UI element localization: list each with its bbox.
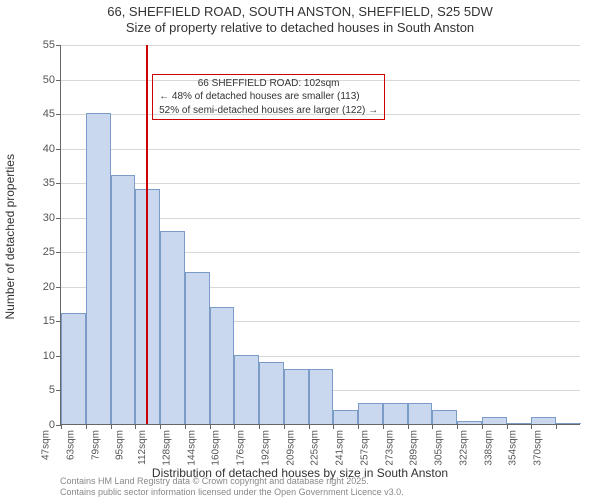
- x-tick-label: 289sqm: [409, 430, 420, 466]
- histogram-bar: [160, 231, 185, 424]
- x-tick-label: 305sqm: [434, 430, 445, 466]
- x-tick-mark: [383, 424, 384, 429]
- x-tick-label: 128sqm: [162, 430, 173, 466]
- y-tick-mark: [56, 252, 61, 253]
- x-tick-label: 273sqm: [384, 430, 395, 466]
- x-tick-label: 370sqm: [533, 430, 544, 466]
- x-tick-mark: [284, 424, 285, 429]
- y-tick-label: 45: [43, 108, 55, 120]
- histogram-bar: [210, 307, 235, 424]
- gridline: [61, 183, 580, 184]
- y-tick-mark: [56, 287, 61, 288]
- histogram-bar: [358, 403, 383, 424]
- histogram-bar: [457, 421, 482, 424]
- title-line-2: Size of property relative to detached ho…: [0, 20, 600, 36]
- y-tick-mark: [56, 114, 61, 115]
- x-tick-mark: [333, 424, 334, 429]
- x-tick-label: 241sqm: [335, 430, 346, 466]
- histogram-bar: [432, 410, 457, 424]
- histogram-bar: [86, 113, 111, 424]
- x-tick-mark: [61, 424, 62, 429]
- y-axis-title: Number of detached properties: [3, 85, 17, 250]
- x-tick-label: 192sqm: [261, 430, 272, 466]
- annotation-line-2: ← 48% of detached houses are smaller (11…: [159, 90, 378, 104]
- y-tick-label: 5: [49, 384, 55, 396]
- histogram-bar: [482, 417, 507, 424]
- y-tick-mark: [56, 80, 61, 81]
- y-tick-label: 10: [43, 350, 55, 362]
- x-tick-label: 112sqm: [137, 430, 148, 465]
- x-tick-mark: [185, 424, 186, 429]
- histogram-bar: [259, 362, 284, 424]
- x-tick-mark: [482, 424, 483, 429]
- title-block: 66, SHEFFIELD ROAD, SOUTH ANSTON, SHEFFI…: [0, 0, 600, 37]
- histogram-bar: [556, 423, 581, 424]
- x-tick-label: 225sqm: [310, 430, 321, 466]
- y-tick-label: 20: [43, 281, 55, 293]
- x-tick-label: 95sqm: [115, 430, 126, 460]
- x-tick-mark: [556, 424, 557, 429]
- x-tick-label: 160sqm: [211, 430, 222, 466]
- histogram-bar: [111, 175, 136, 424]
- footer-line-2: Contains public sector information licen…: [60, 487, 404, 498]
- histogram-bar: [383, 403, 408, 424]
- x-tick-label: 209sqm: [285, 430, 296, 466]
- histogram-bar: [61, 313, 86, 424]
- histogram-bar: [234, 355, 259, 424]
- x-tick-mark: [408, 424, 409, 429]
- histogram-bar: [333, 410, 358, 424]
- y-tick-label: 50: [43, 74, 55, 86]
- x-tick-mark: [111, 424, 112, 429]
- y-tick-mark: [56, 218, 61, 219]
- histogram-bar: [408, 403, 433, 424]
- x-tick-label: 144sqm: [186, 430, 197, 466]
- x-tick-mark: [432, 424, 433, 429]
- x-tick-mark: [531, 424, 532, 429]
- histogram-bar: [284, 369, 309, 424]
- plot-area: 051015202530354045505547sqm63sqm79sqm95s…: [60, 45, 580, 425]
- y-tick-label: 35: [43, 177, 55, 189]
- x-tick-mark: [234, 424, 235, 429]
- title-line-1: 66, SHEFFIELD ROAD, SOUTH ANSTON, SHEFFI…: [0, 4, 600, 20]
- x-tick-label: 322sqm: [459, 430, 470, 466]
- x-tick-mark: [259, 424, 260, 429]
- histogram-bar: [309, 369, 334, 424]
- y-tick-label: 40: [43, 143, 55, 155]
- x-tick-mark: [507, 424, 508, 429]
- marker-line: [146, 45, 148, 424]
- chart-container: 66, SHEFFIELD ROAD, SOUTH ANSTON, SHEFFI…: [0, 0, 600, 500]
- annotation-line-1: 66 SHEFFIELD ROAD: 102sqm: [159, 77, 378, 91]
- x-tick-label: 176sqm: [236, 430, 247, 466]
- y-tick-label: 15: [43, 315, 55, 327]
- x-tick-label: 79sqm: [90, 430, 101, 460]
- x-tick-mark: [135, 424, 136, 429]
- annotation-box: 66 SHEFFIELD ROAD: 102sqm ← 48% of detac…: [152, 74, 385, 121]
- histogram-bar: [185, 272, 210, 424]
- x-tick-label: 257sqm: [360, 430, 371, 466]
- x-tick-mark: [160, 424, 161, 429]
- x-tick-mark: [210, 424, 211, 429]
- y-tick-mark: [56, 149, 61, 150]
- x-tick-mark: [358, 424, 359, 429]
- footer: Contains HM Land Registry data © Crown c…: [60, 476, 404, 498]
- y-tick-label: 55: [43, 39, 55, 51]
- y-tick-label: 25: [43, 246, 55, 258]
- x-tick-label: 47sqm: [40, 430, 51, 460]
- y-tick-mark: [56, 45, 61, 46]
- x-tick-mark: [309, 424, 310, 429]
- gridline: [61, 149, 580, 150]
- x-tick-mark: [86, 424, 87, 429]
- x-tick-label: 354sqm: [508, 430, 519, 466]
- footer-line-1: Contains HM Land Registry data © Crown c…: [60, 476, 404, 487]
- x-tick-mark: [457, 424, 458, 429]
- x-tick-label: 63sqm: [65, 430, 76, 460]
- x-tick-label: 338sqm: [483, 430, 494, 466]
- annotation-line-3: 52% of semi-detached houses are larger (…: [159, 104, 378, 118]
- y-tick-mark: [56, 183, 61, 184]
- histogram-bar: [507, 423, 532, 424]
- histogram-bar: [531, 417, 556, 424]
- gridline: [61, 45, 580, 46]
- y-tick-label: 30: [43, 212, 55, 224]
